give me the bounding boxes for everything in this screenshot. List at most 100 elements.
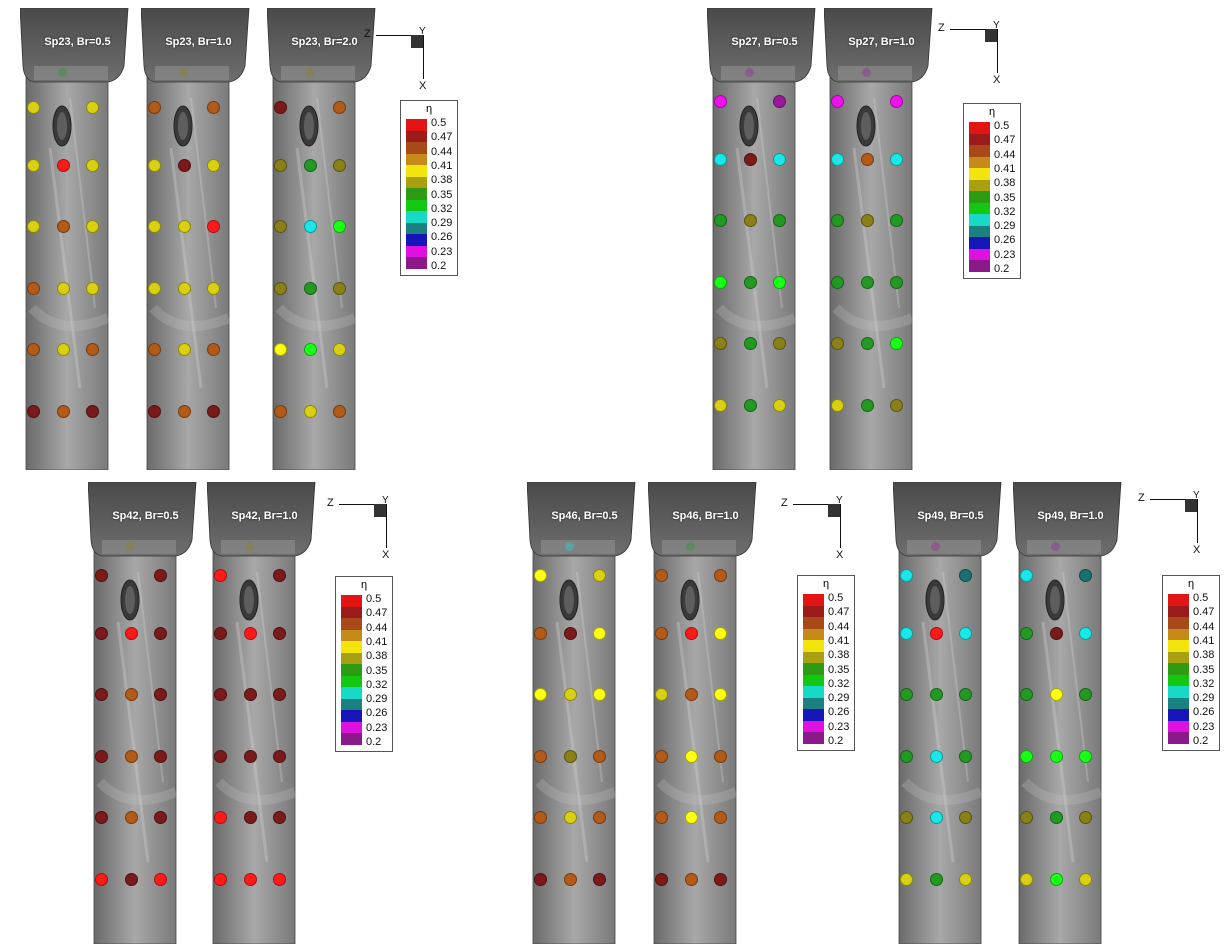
measurement-points bbox=[1013, 482, 1128, 944]
upstream-hole-marker bbox=[126, 542, 135, 551]
efficiency-point bbox=[333, 159, 346, 172]
measurement-points bbox=[207, 482, 322, 944]
legend-tick-label: 0.5 bbox=[828, 592, 844, 604]
legend-tick-label: 0.41 bbox=[1193, 634, 1215, 647]
efficiency-point bbox=[534, 811, 547, 824]
color-legend: η 0.5 0.47 0.44 0.41 0.38 0.35 0.32 0.29 0.26 0.23… bbox=[797, 575, 855, 751]
efficiency-point bbox=[714, 627, 727, 640]
efficiency-point bbox=[154, 811, 167, 824]
axes-triad: Z Y X bbox=[327, 495, 397, 561]
efficiency-point bbox=[593, 688, 606, 701]
efficiency-point bbox=[900, 688, 913, 701]
efficiency-point bbox=[861, 214, 874, 227]
efficiency-point bbox=[890, 399, 903, 412]
efficiency-point bbox=[1050, 750, 1063, 763]
legend-colorbar bbox=[341, 595, 362, 745]
efficiency-point bbox=[1079, 569, 1092, 582]
blade-surface bbox=[20, 8, 129, 470]
efficiency-point bbox=[304, 159, 317, 172]
efficiency-point bbox=[27, 405, 40, 418]
efficiency-point bbox=[655, 750, 668, 763]
legend-tick-label: 0.32 bbox=[431, 202, 453, 215]
efficiency-point bbox=[1050, 811, 1063, 824]
efficiency-point bbox=[273, 627, 286, 640]
measurement-points bbox=[20, 8, 135, 470]
z-axis-label: Z bbox=[938, 22, 945, 34]
legend-tick-label: 0.35 bbox=[828, 663, 850, 676]
efficiency-point bbox=[900, 569, 913, 582]
efficiency-point bbox=[1020, 688, 1033, 701]
legend-title: η bbox=[822, 578, 830, 590]
efficiency-point bbox=[534, 569, 547, 582]
panel-label: Sp46, Br=0.5 bbox=[551, 510, 618, 522]
legend-tick-label: 0.32 bbox=[828, 677, 850, 690]
efficiency-point bbox=[125, 873, 138, 886]
efficiency-point bbox=[207, 101, 220, 114]
efficiency-point bbox=[207, 282, 220, 295]
efficiency-point bbox=[274, 101, 287, 114]
legend-tick-label: 0.2 bbox=[828, 735, 844, 747]
efficiency-point bbox=[27, 282, 40, 295]
efficiency-point bbox=[655, 811, 668, 824]
efficiency-point bbox=[773, 214, 786, 227]
legend-tick-label: 0.38 bbox=[1193, 649, 1215, 662]
efficiency-point bbox=[154, 627, 167, 640]
efficiency-point bbox=[685, 811, 698, 824]
legend-tick-label: 0.35 bbox=[431, 188, 453, 201]
efficiency-point bbox=[273, 569, 286, 582]
efficiency-point bbox=[831, 214, 844, 227]
efficiency-point bbox=[593, 627, 606, 640]
efficiency-point bbox=[714, 688, 727, 701]
efficiency-point bbox=[154, 873, 167, 886]
efficiency-point bbox=[655, 627, 668, 640]
efficiency-point bbox=[86, 282, 99, 295]
legend-tick-label: 0.38 bbox=[994, 177, 1016, 190]
efficiency-point bbox=[564, 873, 577, 886]
efficiency-point bbox=[273, 688, 286, 701]
legend-tick-label: 0.5 bbox=[994, 120, 1010, 132]
efficiency-point bbox=[304, 220, 317, 233]
measurement-points bbox=[893, 482, 1008, 944]
upstream-hole-marker bbox=[179, 68, 188, 77]
upstream-hole-marker bbox=[245, 542, 254, 551]
x-axis-label: X bbox=[382, 549, 390, 561]
legend-tick-label: 0.35 bbox=[1193, 663, 1215, 676]
efficiency-point bbox=[714, 811, 727, 824]
efficiency-point bbox=[890, 276, 903, 289]
efficiency-point bbox=[244, 627, 257, 640]
measurement-points bbox=[267, 8, 382, 470]
efficiency-point bbox=[890, 153, 903, 166]
legend-tick-label: 0.47 bbox=[1193, 606, 1215, 619]
efficiency-point bbox=[274, 282, 287, 295]
efficiency-point bbox=[861, 399, 874, 412]
legend-tick-label: 0.44 bbox=[994, 148, 1016, 161]
efficiency-point bbox=[125, 811, 138, 824]
efficiency-point bbox=[95, 688, 108, 701]
legend-tick-label: 0.44 bbox=[828, 620, 850, 633]
efficiency-point bbox=[773, 337, 786, 350]
efficiency-point bbox=[214, 811, 227, 824]
legend-tick-label: 0.2 bbox=[1193, 735, 1209, 747]
blade-panel: Sp23, Br=2.0 bbox=[267, 8, 382, 470]
legend-colorbar bbox=[803, 594, 824, 744]
y-axis-label: Y bbox=[419, 26, 426, 37]
legend-tick-label: 0.2 bbox=[431, 260, 447, 272]
efficiency-point bbox=[1020, 750, 1033, 763]
efficiency-point bbox=[534, 627, 547, 640]
efficiency-point bbox=[86, 220, 99, 233]
upstream-hole-marker bbox=[58, 68, 67, 77]
efficiency-point bbox=[831, 95, 844, 108]
efficiency-point bbox=[154, 688, 167, 701]
efficiency-point bbox=[593, 811, 606, 824]
legend-tick-label: 0.41 bbox=[828, 634, 850, 647]
color-legend: η 0.5 0.47 0.44 0.41 0.38 0.35 0.32 0.29 0.26 0.23… bbox=[963, 103, 1021, 279]
efficiency-point bbox=[27, 159, 40, 172]
legend-tick-label: 0.47 bbox=[431, 131, 453, 144]
efficiency-point bbox=[900, 811, 913, 824]
origin-cube-icon bbox=[985, 29, 998, 42]
efficiency-point bbox=[304, 282, 317, 295]
efficiency-point bbox=[57, 220, 70, 233]
efficiency-point bbox=[27, 101, 40, 114]
efficiency-point bbox=[773, 276, 786, 289]
efficiency-point bbox=[930, 627, 943, 640]
